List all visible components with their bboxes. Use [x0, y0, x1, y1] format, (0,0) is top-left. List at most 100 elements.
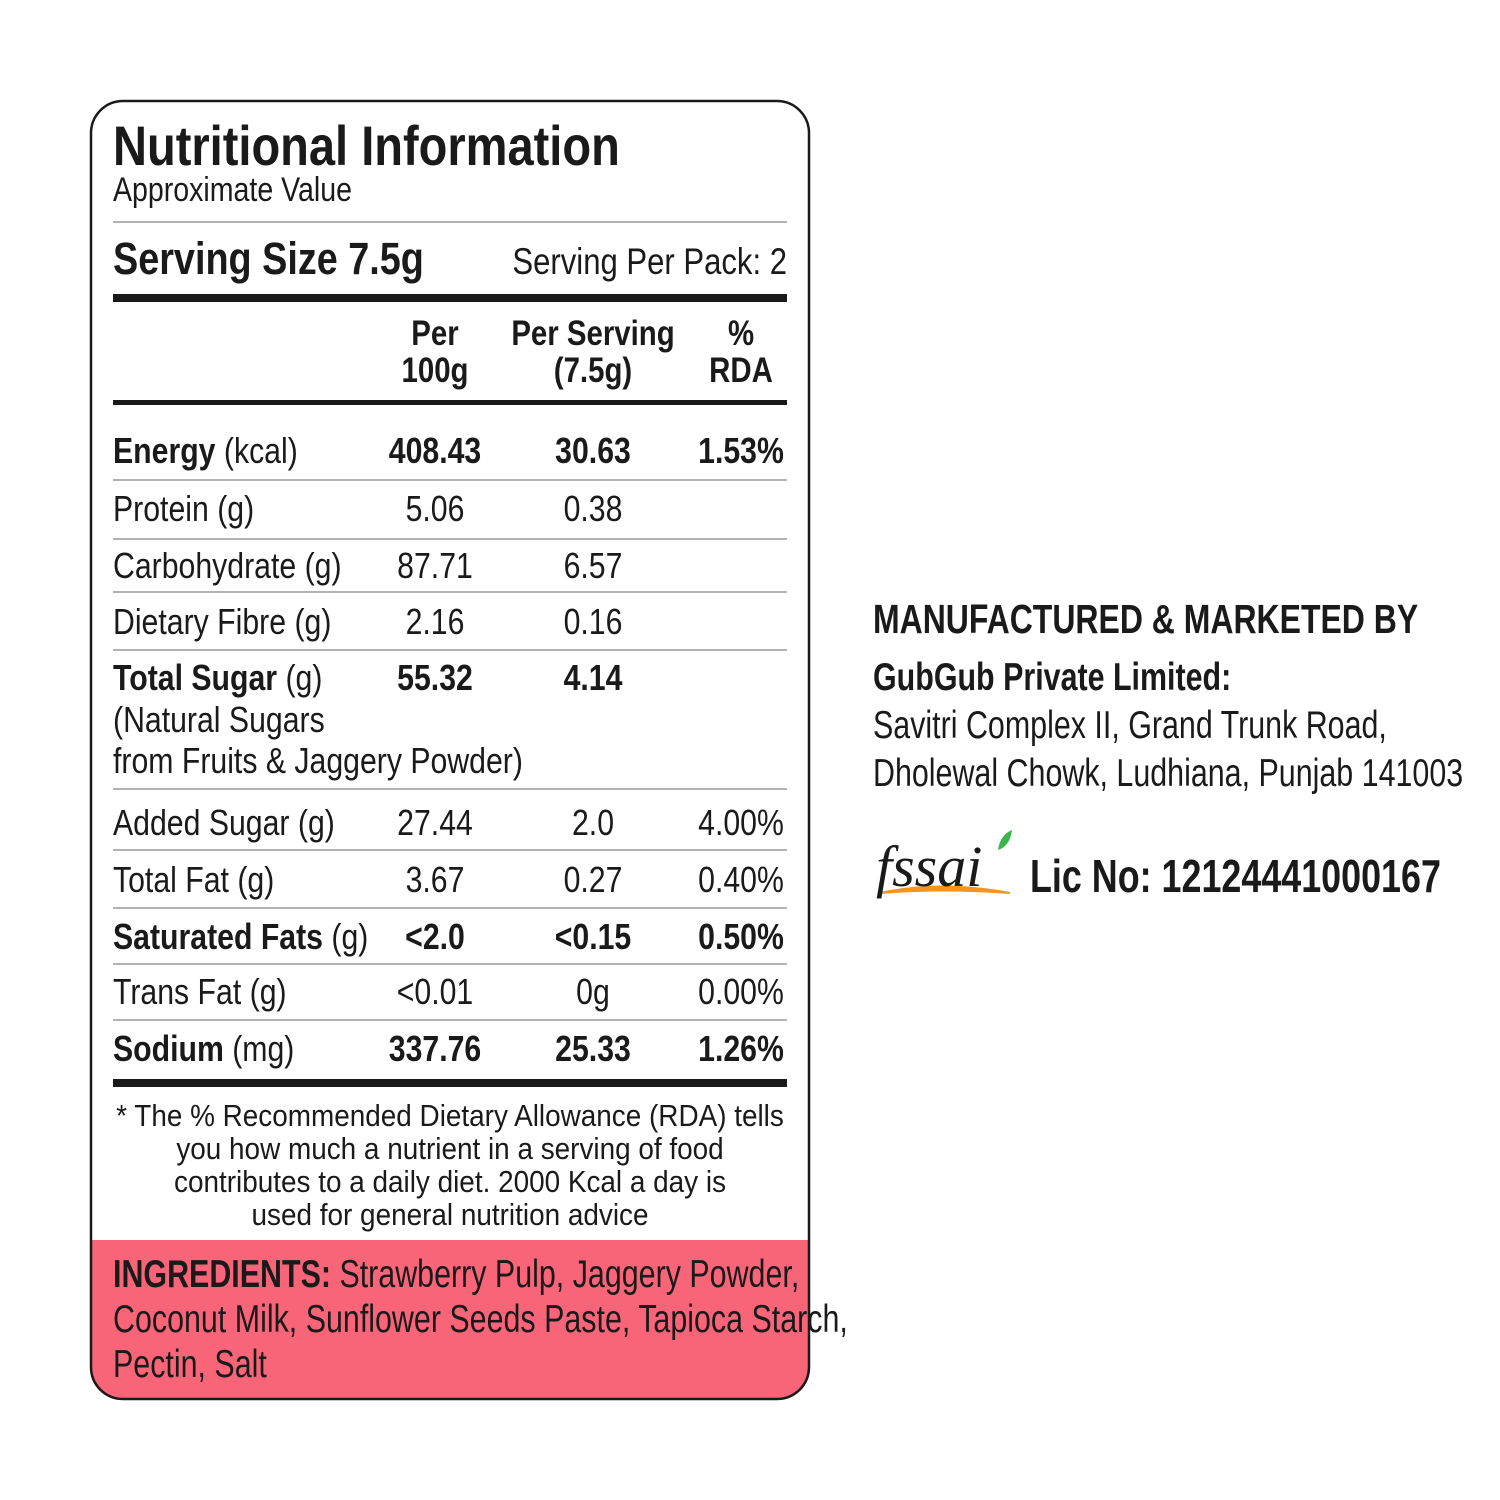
nutrient-value: 0g — [576, 973, 610, 1013]
nutrient-value: 0.38 — [564, 490, 623, 530]
nutrient-note: (Natural Sugars — [113, 701, 325, 741]
nutrient-value: 0.16 — [564, 603, 623, 643]
fssai-logo: fssai — [876, 834, 982, 899]
column-header: 100g — [402, 351, 469, 390]
nutrient-value: 30.63 — [555, 432, 631, 472]
nutrient-name: Saturated Fats — [113, 918, 323, 958]
title: Nutritional Information — [113, 114, 620, 177]
nutrient-name: Carbohydrate — [113, 547, 296, 587]
nutrient-value: <2.0 — [405, 918, 465, 958]
spacer — [323, 918, 331, 958]
nutrient-name: Protein — [113, 490, 209, 530]
nutrient-value: 4.14 — [564, 659, 623, 699]
nutrient-unit: (g) — [285, 659, 322, 699]
ingredients-text: Coconut Milk, Sunflower Seeds Paste, Tap… — [113, 1297, 848, 1340]
nutrient-value: <0.01 — [397, 973, 473, 1013]
ingredients-label: INGREDIENTS: — [113, 1252, 331, 1295]
nutrient-value: 337.76 — [389, 1030, 481, 1070]
nutrient-unit: (kcal) — [224, 432, 298, 472]
row-label: Added Sugar (g) — [113, 804, 335, 844]
column-header: % — [728, 314, 754, 353]
footnote: you how much a nutrient in a serving of … — [176, 1132, 723, 1167]
footnote: * The % Recommended Dietary Allowance (R… — [116, 1099, 784, 1134]
ingredients-line: Pectin, Salt — [113, 1342, 267, 1385]
nutrient-value: 25.33 — [555, 1030, 631, 1070]
nutrient-value: 2.0 — [572, 804, 614, 844]
row-label: Total Sugar (g) — [113, 659, 322, 699]
row-label: Energy (kcal) — [113, 432, 298, 472]
nutrient-value: 3.67 — [406, 861, 465, 901]
spacer — [209, 490, 217, 530]
ingredients-text: Pectin, Salt — [113, 1342, 267, 1385]
logo-leaf — [998, 830, 1012, 850]
ingredients-background — [90, 1240, 810, 1400]
thick-rule — [113, 1079, 787, 1087]
nutrient-name: Total Sugar — [113, 659, 277, 699]
address-line: Savitri Complex II, Grand Trunk Road, — [873, 703, 1387, 746]
nutrient-value: 4.00% — [698, 804, 784, 844]
row-label: Saturated Fats (g) — [113, 918, 368, 958]
spacer — [289, 804, 297, 844]
column-header: (7.5g) — [554, 351, 632, 390]
footnote: used for general nutrition advice — [252, 1198, 649, 1233]
nutrient-unit: (mg) — [232, 1030, 294, 1070]
row-label: Sodium (mg) — [113, 1030, 294, 1070]
nutrient-value: 0.00% — [698, 973, 784, 1013]
nutrient-name: Energy — [113, 432, 216, 472]
nutrient-unit: (g) — [237, 861, 274, 901]
nutrient-name: Dietary Fibre — [113, 603, 286, 643]
row-label: Total Fat (g) — [113, 861, 274, 901]
nutrient-value: 1.53% — [698, 432, 784, 472]
nutrient-name: Added Sugar — [113, 804, 289, 844]
nutrient-value: 87.71 — [397, 547, 473, 587]
logo-swoosh — [879, 885, 1011, 894]
ingredients-line: INGREDIENTS: Strawberry Pulp, Jaggery Po… — [113, 1252, 799, 1295]
spacer — [241, 973, 249, 1013]
spacer — [229, 861, 237, 901]
column-header: Per — [411, 314, 459, 353]
manufacturer-heading: MANUFACTURED & MARKETED BY — [873, 596, 1418, 642]
ingredients-line: Coconut Milk, Sunflower Seeds Paste, Tap… — [113, 1297, 848, 1340]
spacer — [277, 659, 285, 699]
nutrient-value: 0.27 — [564, 861, 623, 901]
column-header: Per Serving — [511, 314, 674, 353]
ingredients-band — [90, 1240, 810, 1400]
spacer — [296, 547, 304, 587]
serving-per-pack: Serving Per Pack: 2 — [512, 242, 787, 283]
column-header: RDA — [709, 351, 773, 390]
nutrient-unit: (g) — [217, 490, 254, 530]
nutrient-name: Total Fat — [113, 861, 229, 901]
company-name: GubGub Private Limited: — [873, 655, 1231, 698]
nutrient-name: Sodium — [113, 1030, 224, 1070]
thick-rule — [113, 400, 787, 405]
nutrient-value: 6.57 — [564, 547, 623, 587]
nutrient-value: 0.40% — [698, 861, 784, 901]
nutrient-value: 27.44 — [397, 804, 473, 844]
nutrient-value: <0.15 — [555, 918, 631, 958]
thick-rule — [113, 294, 787, 302]
nutrient-value: 55.32 — [397, 659, 473, 699]
nutrient-unit: (g) — [305, 547, 342, 587]
row-label: Dietary Fibre (g) — [113, 603, 331, 643]
nutrient-value: 5.06 — [406, 490, 465, 530]
address-line: Dholewal Chowk, Ludhiana, Punjab 141003 — [873, 751, 1463, 794]
nutrient-value: 408.43 — [389, 432, 481, 472]
spacer — [215, 432, 223, 472]
serving-size: Serving Size 7.5g — [113, 233, 424, 284]
spacer — [286, 603, 294, 643]
ingredients-text: Strawberry Pulp, Jaggery Powder, — [331, 1252, 799, 1295]
nutrient-name: Trans Fat — [113, 973, 241, 1013]
nutrient-value: 1.26% — [698, 1030, 784, 1070]
nutrient-value: 0.50% — [698, 918, 784, 958]
panel-border — [89, 99, 811, 1401]
license-number: Lic No: 12124441000167 — [1030, 851, 1441, 902]
subtitle: Approximate Value — [113, 171, 352, 209]
row-label: Protein (g) — [113, 490, 254, 530]
footnote: contributes to a daily diet. 2000 Kcal a… — [174, 1165, 726, 1200]
nutrient-unit: (g) — [294, 603, 331, 643]
row-label: Trans Fat (g) — [113, 973, 287, 1013]
nutrient-note: from Fruits & Jaggery Powder) — [113, 742, 523, 782]
nutrient-value: 2.16 — [406, 603, 465, 643]
